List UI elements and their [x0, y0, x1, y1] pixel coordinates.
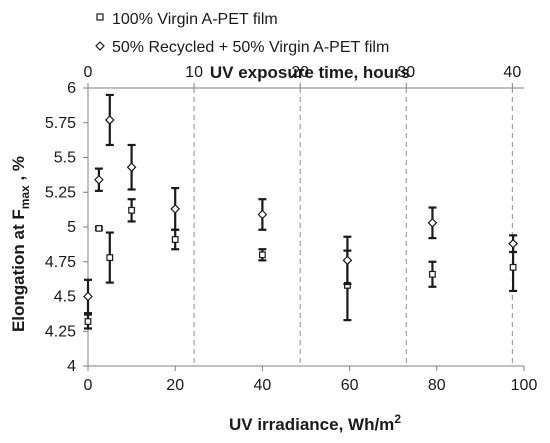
x-bottom-tick-label: 60: [341, 377, 359, 394]
y-axis-title-sub: max: [18, 185, 32, 209]
x-top-tick-label: 20: [291, 64, 309, 81]
x-bottom-tick-label: 80: [428, 377, 446, 394]
data-point-diamond: [170, 204, 181, 214]
data-point-square: [259, 251, 266, 259]
data-point-diamond: [94, 174, 104, 185]
bottom-axis-title-main: UV irradiance, Wh/m: [229, 415, 394, 434]
y-axis-title-end: , %: [9, 156, 28, 185]
data-point-diamond: [427, 217, 438, 228]
data-point-diamond: [342, 255, 353, 266]
legend-diamond-marker: [95, 41, 105, 51]
series-diamond: [83, 93, 518, 315]
data-point-square: [95, 224, 103, 232]
data-point-diamond: [83, 291, 93, 302]
chart-legend: 100% Virgin A-PET film 50% Recycled + 50…: [95, 11, 389, 56]
y-tick-label: 5.75: [45, 115, 76, 132]
y-axis-title-main: Elongation at F: [9, 209, 28, 332]
bottom-axis-title-sup: 2: [394, 412, 401, 426]
y-tick-label: 4: [67, 358, 76, 375]
y-tick-label: 4.25: [45, 323, 76, 340]
y-tick-label: 4.75: [45, 254, 76, 271]
data-point-diamond: [126, 162, 137, 173]
data-point-diamond: [508, 238, 518, 249]
y-tick-label: 5: [67, 219, 76, 236]
legend-label-recycled: 50% Recycled + 50% Virgin A-PET film: [112, 39, 389, 56]
x-top-tick-label: 30: [397, 64, 415, 81]
x-bottom-tick-label: 40: [254, 377, 272, 394]
data-point-square: [84, 318, 92, 325]
data-point-square: [429, 270, 436, 278]
x-bottom-tick-label: 20: [166, 377, 184, 394]
x-bottom-tick-label: 0: [84, 377, 93, 394]
legend-square-marker: [96, 13, 104, 21]
y-tick-label: 5.5: [54, 150, 76, 167]
top-axis-title: UV exposure time, hours: [210, 63, 410, 82]
legend-entry-recycled: 50% Recycled + 50% Virgin A-PET film: [95, 39, 389, 56]
y-tick-label: 4.5: [54, 289, 76, 306]
x-bottom-tick-label: 100: [511, 377, 538, 394]
data-point-diamond: [104, 115, 115, 125]
data-point-square: [509, 263, 517, 271]
x-top-tick-label: 10: [185, 64, 203, 81]
bottom-axis-title: UV irradiance, Wh/m2: [229, 412, 401, 434]
data-point-square: [171, 236, 179, 243]
data-point-square: [106, 254, 114, 261]
y-axis-title: Elongation at Fmax , %: [9, 156, 32, 332]
y-tick-label: 6: [67, 80, 76, 97]
legend-entry-virgin: 100% Virgin A-PET film: [96, 11, 278, 28]
y-tick-label: 5.25: [45, 184, 76, 201]
legend-label-virgin: 100% Virgin A-PET film: [112, 11, 278, 28]
data-point-square: [128, 206, 136, 214]
data-point-diamond: [257, 209, 268, 220]
x-top-tick-label: 0: [84, 64, 93, 81]
x-top-tick-label: 40: [503, 64, 521, 81]
